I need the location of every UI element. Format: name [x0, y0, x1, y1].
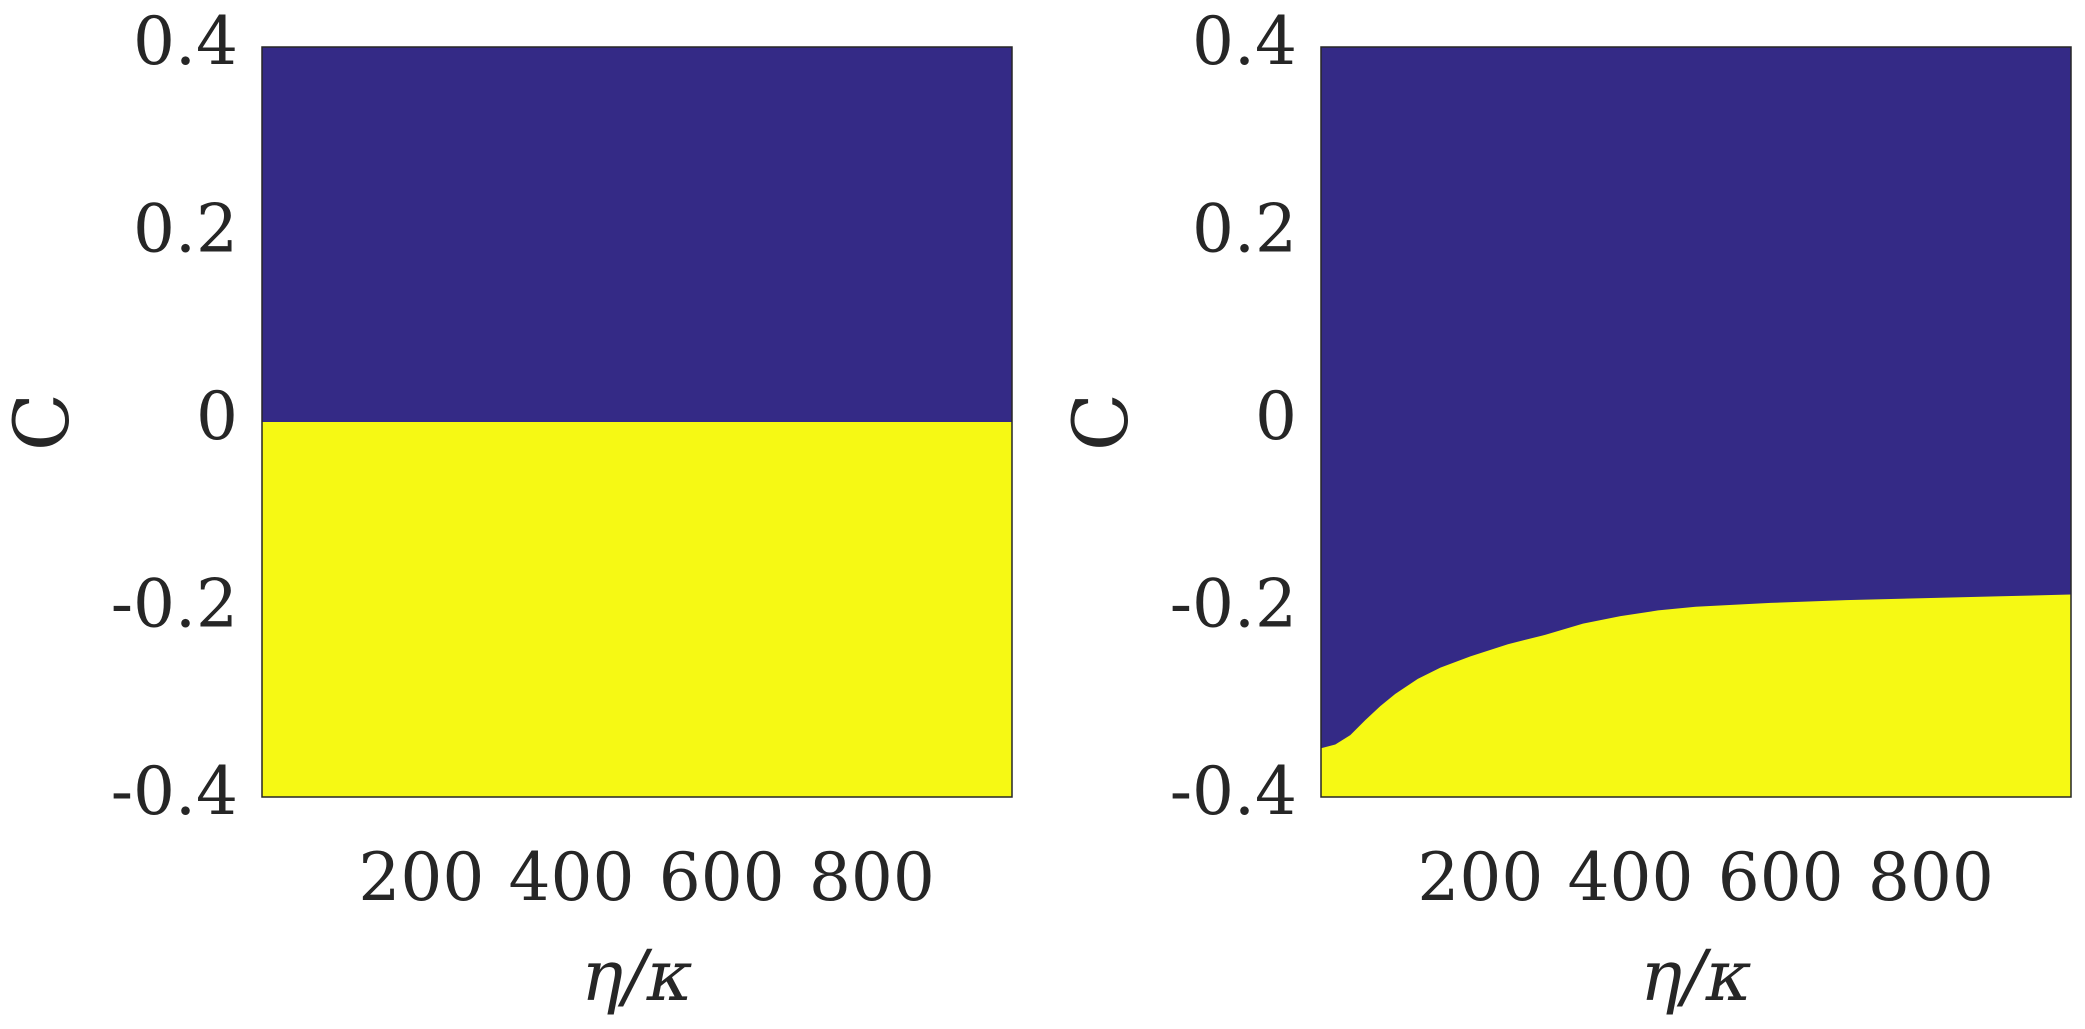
x-tick-label: 400: [1568, 839, 1694, 916]
right-panel: -0.4 -0.2 0 0.2 0.4 200 400 600 800 η/κ C: [1056, 3, 2072, 1017]
x-axis-label: η/κ: [1640, 935, 1751, 1017]
y-tick-label: 0.4: [1192, 3, 1297, 80]
x-tick-label: 800: [809, 839, 935, 916]
region-lower: [1321, 594, 2071, 797]
y-tick-label: 0.2: [1192, 191, 1297, 268]
left-panel: -0.4 -0.2 0 0.2 0.4 200 400 600 800 η/κ C: [0, 3, 1013, 1017]
y-tick-label: 0.2: [133, 191, 238, 268]
y-tick-label: -0.2: [111, 566, 238, 643]
x-tick-label: 600: [659, 839, 785, 916]
y-tick-label: 0.4: [133, 3, 238, 80]
region-lower: [262, 422, 1012, 797]
y-tick-label: -0.2: [1170, 566, 1297, 643]
x-tick-label: 800: [1868, 839, 1994, 916]
y-axis-label: C: [0, 393, 86, 451]
x-tick-label: 400: [509, 839, 635, 916]
x-tick-label: 200: [1417, 839, 1543, 916]
y-tick-label: 0: [196, 378, 238, 455]
x-axis-label: η/κ: [581, 935, 692, 1017]
axes-frame: [261, 46, 1013, 798]
x-tick-label: 600: [1718, 839, 1844, 916]
axes-frame: [1320, 46, 2072, 798]
x-tick-label: 200: [358, 839, 484, 916]
y-tick-label: -0.4: [111, 753, 238, 830]
y-axis-label: C: [1056, 393, 1145, 451]
y-tick-label: -0.4: [1170, 753, 1297, 830]
y-tick-label: 0: [1255, 378, 1297, 455]
